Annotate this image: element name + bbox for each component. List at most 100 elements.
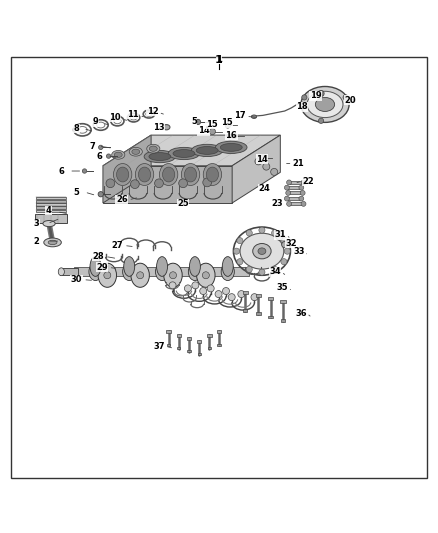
Ellipse shape	[191, 144, 223, 157]
Bar	[35, 214, 67, 223]
Text: 14: 14	[198, 126, 209, 135]
Circle shape	[286, 190, 291, 196]
Circle shape	[263, 163, 270, 170]
Circle shape	[233, 248, 240, 254]
Circle shape	[272, 266, 278, 272]
Text: 25: 25	[177, 199, 189, 208]
Ellipse shape	[123, 263, 136, 280]
Circle shape	[255, 158, 262, 165]
Circle shape	[299, 196, 304, 201]
Ellipse shape	[301, 86, 349, 123]
Circle shape	[179, 179, 187, 188]
Text: 35: 35	[277, 282, 288, 292]
Text: 15: 15	[206, 119, 217, 128]
Circle shape	[223, 287, 230, 295]
Text: 1: 1	[216, 55, 222, 64]
Circle shape	[228, 294, 235, 301]
Bar	[287, 197, 301, 200]
Circle shape	[227, 134, 231, 138]
Ellipse shape	[90, 257, 101, 276]
Ellipse shape	[203, 164, 222, 185]
Bar	[281, 319, 285, 322]
Text: 17: 17	[234, 111, 246, 120]
Bar	[217, 344, 221, 346]
Ellipse shape	[188, 263, 201, 280]
Ellipse shape	[58, 268, 64, 276]
Ellipse shape	[114, 152, 122, 157]
Bar	[36, 197, 66, 199]
Text: 5: 5	[74, 188, 80, 197]
Text: 6: 6	[97, 151, 103, 160]
Ellipse shape	[132, 149, 140, 155]
Ellipse shape	[135, 164, 154, 185]
Circle shape	[272, 230, 278, 236]
Circle shape	[98, 191, 103, 197]
Bar	[208, 347, 211, 349]
Circle shape	[225, 123, 230, 128]
Text: 12: 12	[147, 107, 158, 116]
Ellipse shape	[197, 263, 215, 287]
Circle shape	[131, 180, 139, 189]
Ellipse shape	[196, 147, 218, 155]
Text: 4: 4	[45, 206, 51, 215]
Text: 13: 13	[153, 123, 165, 132]
Ellipse shape	[181, 164, 200, 185]
Bar	[177, 334, 181, 336]
Bar	[268, 316, 273, 318]
Circle shape	[237, 238, 243, 244]
Text: 26: 26	[116, 196, 127, 205]
Ellipse shape	[173, 150, 195, 157]
Bar	[36, 200, 66, 203]
Ellipse shape	[155, 263, 169, 280]
Circle shape	[203, 178, 212, 187]
Ellipse shape	[48, 240, 57, 245]
Circle shape	[202, 272, 209, 279]
Circle shape	[232, 133, 237, 139]
Circle shape	[106, 179, 115, 188]
Ellipse shape	[124, 257, 134, 276]
Bar	[289, 181, 304, 184]
Ellipse shape	[184, 167, 197, 182]
Text: 14: 14	[256, 155, 268, 164]
Text: 30: 30	[71, 275, 82, 284]
Ellipse shape	[157, 257, 167, 276]
Bar	[268, 297, 273, 300]
Circle shape	[286, 201, 292, 206]
Text: 1: 1	[215, 55, 223, 65]
Circle shape	[99, 145, 103, 150]
Ellipse shape	[315, 98, 335, 111]
Ellipse shape	[147, 144, 160, 153]
Ellipse shape	[221, 263, 234, 280]
Ellipse shape	[149, 152, 171, 160]
Bar	[60, 268, 78, 275]
Circle shape	[301, 180, 306, 185]
Circle shape	[137, 272, 144, 279]
Text: 19: 19	[310, 91, 321, 100]
Ellipse shape	[44, 238, 61, 247]
Bar	[217, 330, 221, 333]
Circle shape	[200, 287, 207, 295]
Circle shape	[284, 185, 290, 190]
Text: 22: 22	[302, 176, 314, 185]
Ellipse shape	[240, 233, 284, 269]
Polygon shape	[232, 135, 280, 203]
Ellipse shape	[206, 167, 219, 182]
Ellipse shape	[350, 99, 355, 103]
Circle shape	[260, 155, 266, 161]
Circle shape	[300, 190, 305, 196]
Polygon shape	[103, 135, 151, 203]
Bar	[36, 209, 66, 212]
Text: 18: 18	[297, 102, 308, 111]
Circle shape	[259, 269, 265, 275]
Circle shape	[281, 238, 287, 244]
Bar	[177, 347, 180, 349]
Text: 10: 10	[110, 113, 121, 122]
Bar	[243, 310, 247, 312]
Ellipse shape	[251, 115, 257, 118]
Text: 24: 24	[258, 184, 270, 193]
Bar	[187, 350, 191, 352]
Bar	[36, 204, 66, 206]
Ellipse shape	[307, 91, 343, 118]
Ellipse shape	[112, 150, 125, 159]
Bar	[36, 206, 66, 209]
